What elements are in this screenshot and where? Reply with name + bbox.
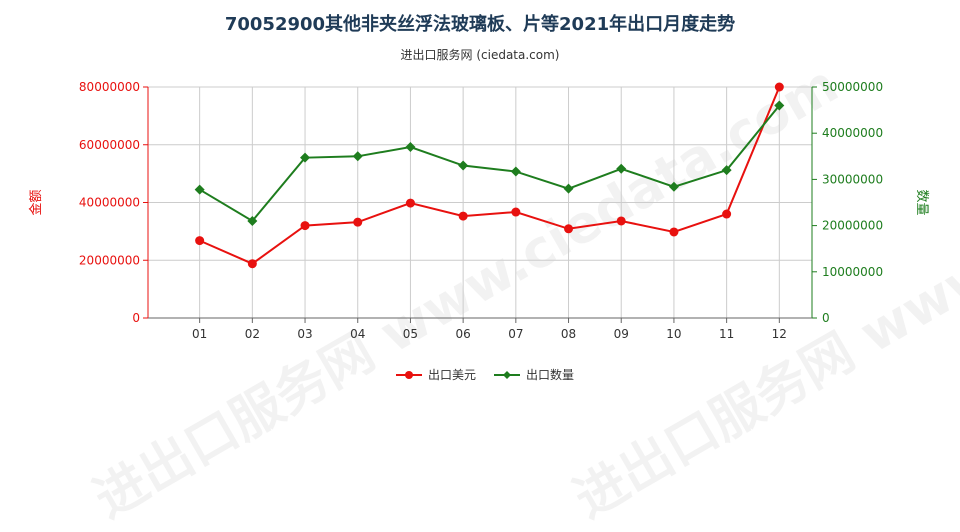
data-point — [616, 216, 626, 226]
right-tick-label: 0 — [822, 311, 830, 325]
data-point — [721, 165, 732, 176]
chart-subtitle: 进出口服务网 (ciedata.com) — [400, 48, 560, 62]
x-tick-label: 05 — [403, 327, 418, 341]
x-tick-label: 09 — [614, 327, 629, 341]
grid-lines — [148, 86, 812, 319]
data-point — [722, 209, 732, 219]
legend-label: 出口数量 — [526, 367, 574, 382]
left-tick-label: 0 — [132, 311, 140, 325]
right-tick-label: 10000000 — [822, 265, 883, 279]
x-tick-label: 01 — [192, 327, 207, 341]
series-line-left — [199, 86, 781, 265]
left-axis-title: 金额 — [28, 189, 44, 215]
x-tick-label: 04 — [350, 327, 365, 341]
data-point — [564, 224, 574, 234]
left-tick-label: 80000000 — [79, 80, 140, 94]
legend-marker — [405, 371, 413, 379]
data-point — [194, 184, 205, 195]
series-layer — [194, 82, 785, 269]
data-point — [669, 227, 679, 237]
right-axis-title: 数量 — [914, 189, 929, 215]
data-point — [300, 152, 311, 163]
series-line-right — [199, 104, 781, 223]
legend: 出口美元 出口数量 — [396, 367, 574, 382]
x-tick-label: 03 — [297, 327, 312, 341]
data-point — [195, 236, 205, 246]
data-point — [511, 207, 521, 217]
data-point — [352, 151, 363, 162]
legend-marker — [503, 371, 511, 379]
left-tick-label: 20000000 — [79, 253, 140, 267]
data-point — [668, 181, 679, 192]
data-point — [458, 160, 469, 171]
data-point — [247, 215, 258, 226]
x-tick-label: 07 — [508, 327, 523, 341]
data-point — [774, 82, 784, 92]
chart-title: 70052900其他非夹丝浮法玻璃板、片等2021年出口月度走势 — [224, 14, 736, 35]
x-tick-label: 10 — [666, 327, 681, 341]
data-point — [458, 211, 468, 221]
data-point — [563, 183, 574, 194]
x-tick-label: 02 — [245, 327, 260, 341]
right-tick-label: 40000000 — [822, 126, 883, 140]
left-tick-label: 60000000 — [79, 138, 140, 152]
data-point — [774, 100, 785, 111]
right-tick-label: 30000000 — [822, 172, 883, 186]
data-point — [300, 221, 310, 231]
x-tick-label: 06 — [455, 327, 470, 341]
left-tick-label: 40000000 — [79, 196, 140, 210]
right-tick-label: 50000000 — [822, 80, 883, 94]
data-point — [405, 142, 416, 153]
x-tick-label: 12 — [772, 327, 787, 341]
data-point — [510, 166, 521, 177]
data-point — [405, 198, 415, 208]
data-point — [353, 217, 363, 227]
x-tick-label: 11 — [719, 327, 734, 341]
right-tick-label: 20000000 — [822, 219, 883, 233]
x-tick-label: 08 — [561, 327, 576, 341]
data-point — [616, 163, 627, 174]
data-point — [247, 259, 257, 269]
legend-label: 出口美元 — [428, 368, 476, 382]
